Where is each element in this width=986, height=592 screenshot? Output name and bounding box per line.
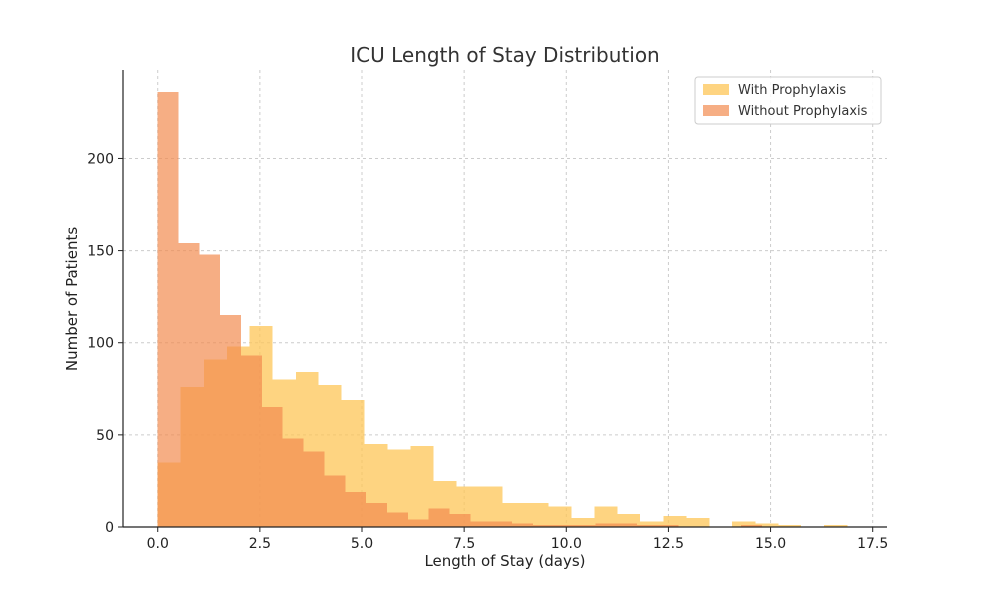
histogram-bar (199, 254, 221, 527)
histogram-bar (470, 521, 492, 527)
histogram-bar (386, 512, 408, 527)
histogram-bar (428, 508, 450, 527)
y-tick-label: 100 (87, 336, 114, 352)
bars (157, 92, 848, 527)
histogram-bar (778, 525, 802, 527)
x-tick-label: 5.0 (351, 536, 373, 552)
x-tick-label: 12.5 (653, 536, 684, 552)
histogram-bar (511, 523, 533, 527)
y-tick-label: 200 (87, 151, 114, 167)
histogram-bar (686, 517, 710, 527)
histogram-bar (157, 92, 179, 527)
histogram-bar (755, 523, 779, 527)
y-tick-label: 150 (87, 244, 114, 260)
x-tick-label: 2.5 (249, 536, 271, 552)
ticks: 0.0 2.5 5.0 7.5 10.0 12.5 15.0 17.5 0 50 100 150 200 (87, 151, 888, 552)
x-tick-label: 15.0 (755, 536, 786, 552)
histogram-bar (616, 523, 637, 527)
legend-box (694, 76, 882, 125)
x-tick-label: 17.5 (857, 536, 888, 552)
histogram-bar (502, 503, 526, 527)
histogram-bar (241, 355, 262, 527)
histogram-bar (303, 451, 325, 527)
histogram-bar (449, 514, 471, 527)
histogram-bar (178, 243, 200, 527)
histogram-bar (663, 515, 687, 527)
histogram-bar (220, 315, 242, 527)
chart-title: ICU Length of Stay Distribution (350, 43, 660, 67)
x-axis-title: Length of Stay (days) (424, 552, 585, 570)
histogram-bar (636, 525, 658, 527)
histogram-bar (387, 449, 411, 527)
x-tick-label: 10.0 (551, 536, 582, 552)
histogram-bar (824, 525, 848, 527)
histogram-bar (410, 445, 434, 527)
legend-label-with-prophylaxis: With Prophylaxis (738, 83, 846, 98)
histogram-bar (595, 523, 617, 527)
histogram-bar (548, 506, 572, 527)
histogram-bar (640, 521, 664, 527)
axes (122, 70, 887, 528)
histogram-bar (479, 486, 503, 527)
histogram-bar (491, 521, 512, 527)
histogram-bar (261, 407, 283, 527)
histogram-bar (366, 503, 387, 527)
legend-label-without-prophylaxis: Without Prophylaxis (738, 104, 868, 119)
series-without-prophylaxis (157, 92, 762, 527)
histogram-bar (525, 503, 549, 527)
histogram-bar (741, 525, 762, 527)
histogram-bar (345, 491, 367, 527)
histogram-bar (571, 517, 595, 527)
histogram-bar (657, 525, 679, 527)
legend-swatch-without-prophylaxis (703, 105, 729, 116)
histogram-bar (282, 438, 304, 527)
histogram-bar (732, 521, 756, 527)
histogram-bar (594, 506, 618, 527)
y-tick-label: 50 (96, 428, 114, 444)
legend-swatch-with-prophylaxis (703, 84, 729, 95)
x-tick-label: 0.0 (147, 536, 169, 552)
y-axis-title: Number of Patients (63, 227, 81, 371)
histogram-bar (574, 525, 596, 527)
legend: With Prophylaxis Without Prophylaxis (694, 76, 882, 125)
y-tick-label: 0 (105, 520, 114, 536)
histogram-bar (324, 475, 346, 527)
histogram-bar (532, 525, 554, 527)
histogram-bar (553, 525, 575, 527)
x-tick-label: 7.5 (453, 536, 475, 552)
histogram-bar (407, 519, 429, 527)
